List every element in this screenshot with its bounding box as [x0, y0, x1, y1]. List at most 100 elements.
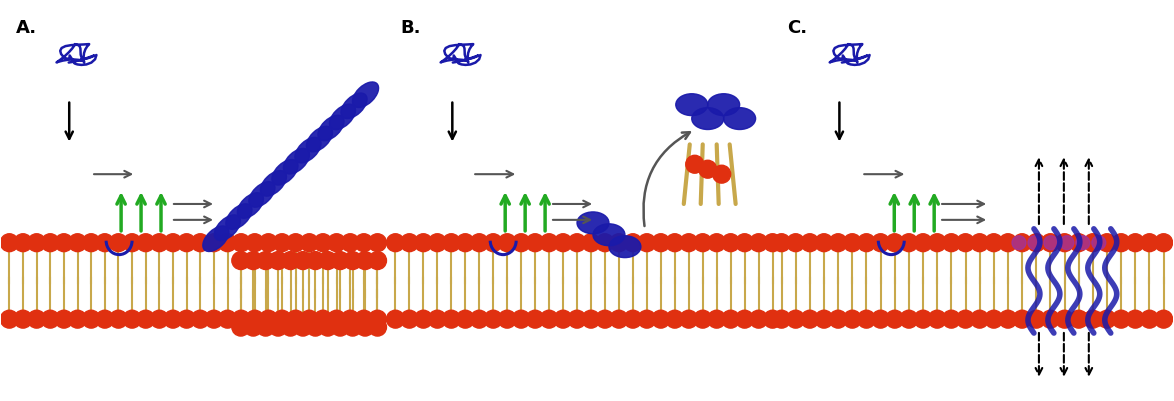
Circle shape [1098, 234, 1116, 252]
Circle shape [929, 310, 946, 328]
Circle shape [829, 310, 848, 328]
Text: C.: C. [788, 19, 808, 37]
Circle shape [610, 310, 628, 328]
Circle shape [457, 310, 474, 328]
Circle shape [900, 310, 918, 328]
Circle shape [929, 234, 946, 252]
Circle shape [191, 310, 209, 328]
Ellipse shape [249, 182, 275, 208]
Circle shape [772, 234, 790, 252]
Circle shape [1084, 310, 1102, 328]
Ellipse shape [723, 108, 756, 130]
Circle shape [301, 310, 318, 328]
Circle shape [1041, 310, 1059, 328]
Ellipse shape [1075, 236, 1089, 250]
Circle shape [623, 310, 642, 328]
Ellipse shape [203, 227, 229, 252]
Circle shape [582, 310, 600, 328]
Circle shape [1055, 234, 1073, 252]
Circle shape [596, 310, 614, 328]
Circle shape [136, 234, 155, 252]
Circle shape [218, 310, 236, 328]
Circle shape [540, 234, 558, 252]
Circle shape [843, 310, 862, 328]
Circle shape [801, 310, 818, 328]
Circle shape [815, 234, 834, 252]
Ellipse shape [1044, 236, 1058, 250]
Circle shape [232, 234, 250, 252]
Circle shape [722, 310, 740, 328]
Ellipse shape [306, 127, 332, 152]
Circle shape [259, 310, 277, 328]
Circle shape [915, 234, 932, 252]
Circle shape [484, 310, 502, 328]
Circle shape [177, 310, 196, 328]
Circle shape [637, 234, 656, 252]
Circle shape [596, 234, 614, 252]
Circle shape [582, 234, 600, 252]
Circle shape [355, 310, 373, 328]
Circle shape [301, 234, 318, 252]
Circle shape [150, 310, 168, 328]
Circle shape [313, 310, 332, 328]
Circle shape [610, 234, 628, 252]
Circle shape [109, 234, 128, 252]
Circle shape [319, 252, 337, 270]
Circle shape [14, 234, 32, 252]
Ellipse shape [318, 116, 344, 142]
Circle shape [1070, 234, 1087, 252]
Circle shape [772, 310, 790, 328]
Circle shape [82, 234, 100, 252]
Circle shape [512, 310, 531, 328]
Circle shape [205, 310, 223, 328]
Ellipse shape [1012, 312, 1026, 326]
Ellipse shape [340, 94, 367, 119]
Circle shape [1013, 234, 1031, 252]
Circle shape [269, 318, 288, 336]
Circle shape [957, 310, 974, 328]
Circle shape [623, 234, 642, 252]
Ellipse shape [1028, 312, 1041, 326]
Circle shape [356, 252, 375, 270]
Circle shape [96, 310, 114, 328]
Circle shape [282, 252, 299, 270]
Circle shape [971, 234, 989, 252]
Circle shape [971, 310, 989, 328]
Circle shape [369, 234, 386, 252]
Circle shape [1027, 310, 1045, 328]
Circle shape [1112, 234, 1131, 252]
Ellipse shape [1044, 312, 1058, 326]
Ellipse shape [237, 193, 263, 219]
Circle shape [136, 310, 155, 328]
Circle shape [244, 252, 262, 270]
Circle shape [999, 234, 1017, 252]
Circle shape [164, 234, 182, 252]
Ellipse shape [225, 204, 252, 230]
Circle shape [14, 310, 32, 328]
Circle shape [722, 234, 740, 252]
Circle shape [294, 318, 312, 336]
Ellipse shape [1092, 236, 1106, 250]
Circle shape [342, 234, 359, 252]
Circle shape [191, 234, 209, 252]
Circle shape [554, 234, 572, 252]
Circle shape [736, 234, 754, 252]
Circle shape [109, 310, 128, 328]
Circle shape [1013, 310, 1031, 328]
Circle shape [28, 310, 46, 328]
Circle shape [369, 310, 386, 328]
Circle shape [164, 310, 182, 328]
Circle shape [294, 252, 312, 270]
Circle shape [344, 252, 362, 270]
Circle shape [429, 234, 446, 252]
Ellipse shape [578, 213, 609, 234]
Circle shape [699, 161, 716, 179]
Ellipse shape [330, 105, 356, 130]
Circle shape [652, 234, 670, 252]
Circle shape [568, 234, 586, 252]
Circle shape [0, 310, 19, 328]
Circle shape [328, 310, 345, 328]
Circle shape [342, 310, 359, 328]
Ellipse shape [272, 160, 298, 186]
Ellipse shape [708, 95, 740, 116]
